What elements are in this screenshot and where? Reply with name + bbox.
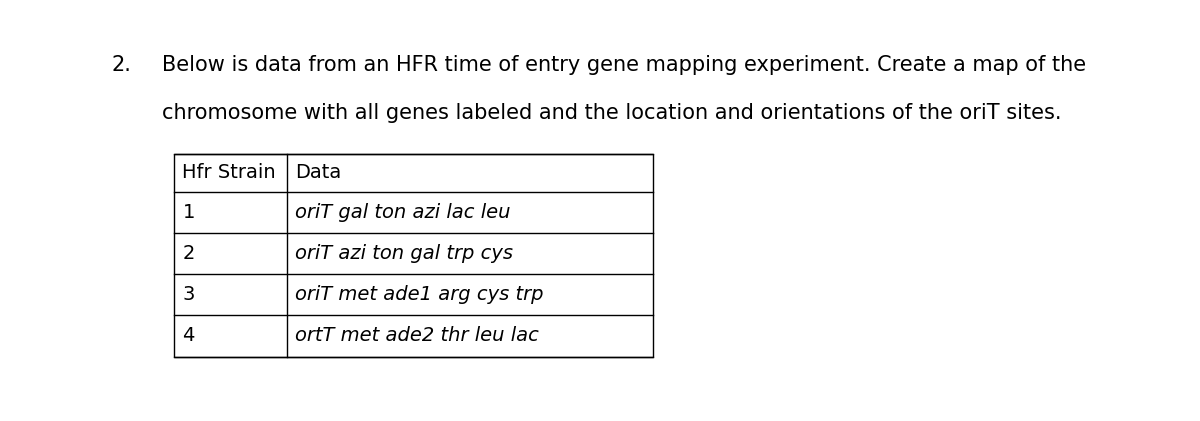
Text: 4: 4	[182, 326, 194, 346]
Text: oriT azi ton gal trp cys: oriT azi ton gal trp cys	[295, 244, 514, 263]
Text: ortT met ade2 thr leu lac: ortT met ade2 thr leu lac	[295, 326, 539, 346]
Text: chromosome with all genes labeled and the location and orientations of the oriT : chromosome with all genes labeled and th…	[162, 103, 1062, 123]
Text: oriT gal ton azi lac leu: oriT gal ton azi lac leu	[295, 203, 511, 222]
Text: oriT met ade1 arg cys trp: oriT met ade1 arg cys trp	[295, 285, 544, 304]
Text: Hfr Strain: Hfr Strain	[182, 163, 276, 182]
Text: 1: 1	[182, 203, 194, 222]
Text: 2.: 2.	[112, 55, 132, 75]
Text: 2: 2	[182, 244, 194, 263]
Text: Data: Data	[295, 163, 342, 182]
Text: 3: 3	[182, 285, 194, 304]
Text: Below is data from an HFR time of entry gene mapping experiment. Create a map of: Below is data from an HFR time of entry …	[162, 55, 1086, 75]
